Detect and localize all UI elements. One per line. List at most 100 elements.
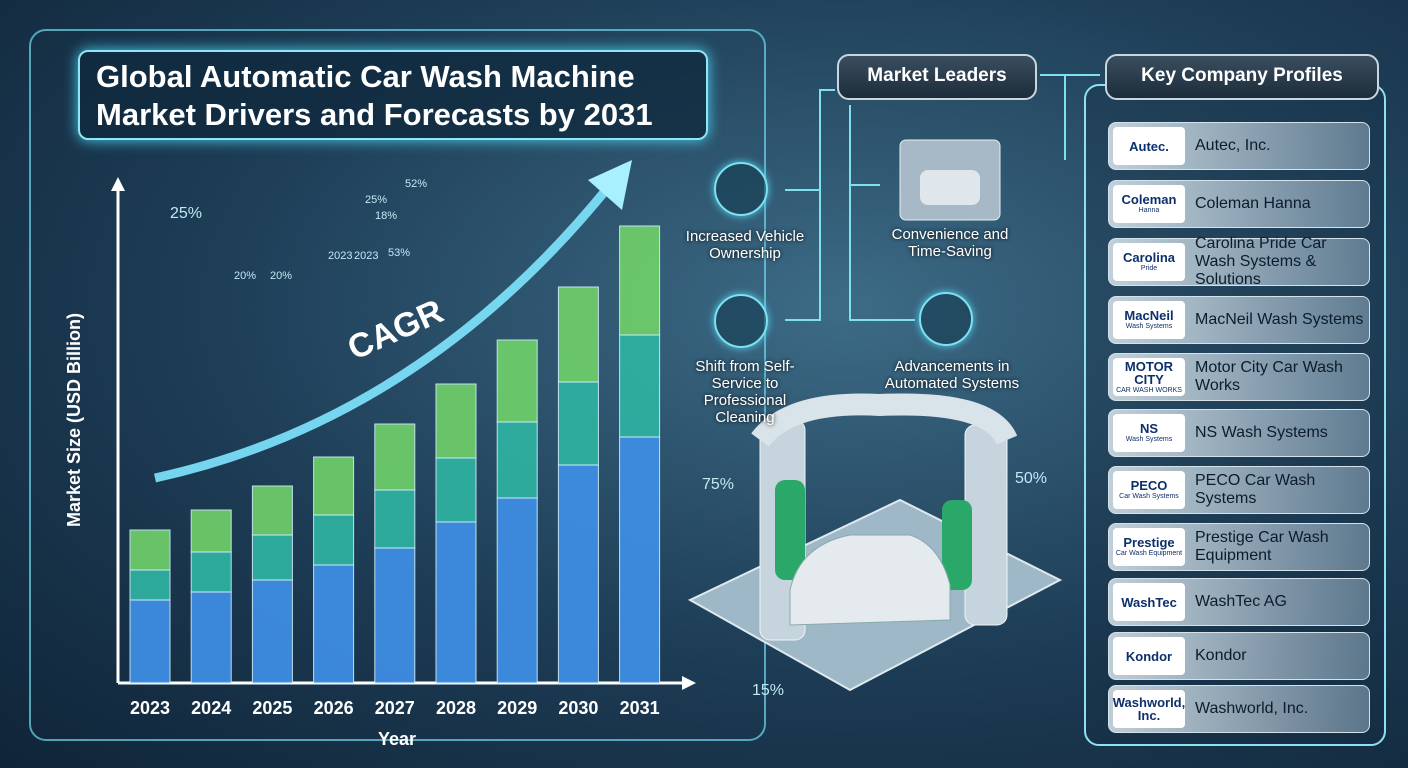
bar-segment	[496, 339, 538, 423]
company-row: Carolina Pride Carolina Pride Car Wash Sys…	[1108, 235, 1370, 288]
company-name: NS Wash Systems	[1195, 424, 1328, 441]
bar-segment	[496, 421, 538, 499]
company-name: Motor City Car Wash Works	[1195, 359, 1343, 394]
decor-label: 20%	[270, 270, 293, 282]
logo-text: MacNeil	[1124, 308, 1174, 323]
decor-label: 53%	[388, 247, 411, 259]
driver-icon	[714, 162, 768, 216]
decor-label: 25%	[170, 205, 203, 222]
company-name: Washworld, Inc.	[1195, 700, 1309, 717]
bar-segment	[435, 521, 477, 684]
company-row: MacNeil Wash Systems MacNeil Wash Systems	[1108, 296, 1370, 344]
company-row: Autec. Autec, Inc.	[1108, 122, 1370, 170]
x-tick-label: 2029	[497, 698, 537, 718]
bar-segment	[190, 509, 232, 553]
bar-segment	[557, 286, 599, 383]
logo-text: Washworld, Inc.	[1112, 695, 1186, 723]
company-row: PECO Car Wash Systems PECO Car Wash System…	[1108, 466, 1370, 514]
section-heading: Key Company Profiles	[1105, 54, 1379, 100]
title-box: Global Automatic Car Wash Machine Market…	[78, 50, 708, 140]
x-tick-label: 2023	[130, 698, 170, 718]
company-name: Coleman Hanna	[1195, 195, 1311, 212]
driver-label: Increased Vehicle Ownership	[685, 228, 805, 262]
logo-text: NS	[1139, 421, 1159, 436]
company-name: Carolina Pride Car Wash Systems & Soluti…	[1195, 235, 1327, 288]
logo-text: Wash Systems	[1125, 436, 1173, 443]
section-heading: Market Leaders	[837, 54, 1037, 100]
bar-segment	[374, 547, 416, 684]
company-row: Kondor Kondor	[1108, 632, 1370, 680]
x-tick-label: 2025	[252, 698, 292, 718]
logo-text: MOTOR CITY	[1124, 358, 1174, 387]
bar-segment	[435, 383, 477, 459]
company-logo: NS Wash Systems	[1113, 414, 1185, 452]
x-tick-label: 2031	[620, 698, 660, 718]
bar-segment	[374, 423, 416, 491]
logo-text: Car Wash Equipment	[1115, 550, 1183, 557]
title-line: Market Drivers and Forecasts by 2031	[96, 97, 653, 132]
company-row: MOTOR CITY CAR WASH WORKS Motor City Car W…	[1108, 353, 1370, 401]
bar-segment	[251, 485, 293, 536]
company-logo: Kondor	[1113, 637, 1185, 675]
y-axis-label: Market Size (USD Billion)	[64, 313, 84, 527]
company-logo: Coleman Hanna	[1113, 185, 1185, 223]
trend-arrow-head	[588, 160, 632, 210]
decor-label: 18%	[375, 210, 398, 222]
bar-segment	[129, 569, 171, 601]
bar-segment	[129, 599, 171, 684]
logo-text: PECO	[1130, 478, 1168, 493]
company-row: Coleman Hanna Coleman Hanna	[1108, 180, 1370, 228]
company-logo: Washworld, Inc.	[1113, 690, 1185, 728]
company-row: WashTec WashTec AG	[1108, 578, 1370, 626]
bar-segment	[313, 564, 355, 684]
x-tick-label: 2024	[191, 698, 231, 718]
logo-text: Carolina	[1122, 250, 1175, 265]
decor-label: 15%	[752, 682, 785, 699]
connector	[785, 74, 1100, 321]
bar-segment	[619, 436, 661, 684]
logo-text: Autec.	[1129, 138, 1169, 154]
company-name: MacNeil Wash Systems	[1195, 311, 1364, 328]
company-logo: Prestige Car Wash Equipment	[1113, 528, 1185, 566]
logo-text: Kondor	[1125, 648, 1173, 664]
company-logo: PECO Car Wash Systems	[1113, 471, 1185, 509]
bar-segment	[496, 497, 538, 684]
company-name: Autec, Inc.	[1195, 137, 1271, 154]
logo-text: Hanna	[1138, 207, 1160, 214]
bar-segment	[435, 457, 477, 523]
company-logo: Autec.	[1113, 127, 1185, 165]
x-tick-label: 2030	[558, 698, 598, 718]
company-row: Washworld, Inc. Washworld, Inc.	[1108, 685, 1370, 733]
decor-label: 2023	[354, 250, 379, 262]
logo-text: WashTec	[1121, 594, 1177, 610]
logo-text: Prestige	[1123, 535, 1175, 550]
x-tick-label: 2026	[314, 698, 354, 718]
bar-segment	[557, 381, 599, 466]
company-name: Kondor	[1195, 647, 1247, 664]
bar-segment	[374, 489, 416, 549]
logo-text: Pride	[1140, 265, 1158, 272]
decor-label: 52%	[405, 178, 428, 190]
bar-segment	[190, 591, 232, 684]
company-logo: MacNeil Wash Systems	[1113, 301, 1185, 339]
decor-label: 2023	[328, 250, 353, 262]
driver-label: Shift from Self-Service to Professional …	[695, 358, 795, 426]
x-axis-label: Year	[378, 729, 416, 749]
logo-text: Car Wash Systems	[1119, 493, 1179, 500]
company-name: Prestige Car Wash Equipment	[1195, 529, 1329, 564]
company-row: NS Wash Systems NS Wash Systems	[1108, 409, 1370, 457]
x-tick-label: 2027	[375, 698, 415, 718]
decor-label: 75%	[702, 476, 735, 493]
bar-segment	[313, 514, 355, 566]
bar-segment	[557, 464, 599, 684]
decor-label: 50%	[1015, 470, 1048, 487]
company-name: WashTec AG	[1195, 593, 1287, 610]
company-logo: Carolina Pride	[1113, 243, 1185, 281]
bar-segment	[190, 551, 232, 593]
driver-label: Convenience and Time-Saving	[891, 226, 1009, 260]
bar-segment	[251, 534, 293, 581]
title-line: Global Automatic Car Wash Machine	[96, 59, 635, 94]
left-frame	[29, 29, 766, 741]
